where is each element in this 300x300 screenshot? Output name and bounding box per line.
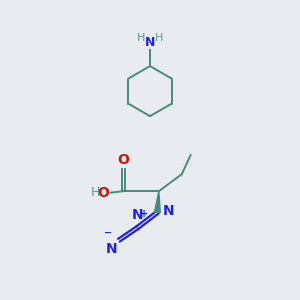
Text: +: + bbox=[140, 209, 148, 220]
Text: O: O bbox=[118, 153, 129, 167]
Text: −: − bbox=[104, 228, 112, 238]
Polygon shape bbox=[154, 191, 160, 213]
Text: H: H bbox=[155, 32, 164, 43]
Text: N: N bbox=[163, 204, 174, 218]
Text: O: O bbox=[97, 186, 109, 200]
Text: N: N bbox=[106, 242, 118, 256]
Text: H: H bbox=[91, 186, 100, 199]
Text: N: N bbox=[131, 208, 143, 222]
Text: H: H bbox=[136, 32, 145, 43]
Text: N: N bbox=[145, 36, 155, 49]
